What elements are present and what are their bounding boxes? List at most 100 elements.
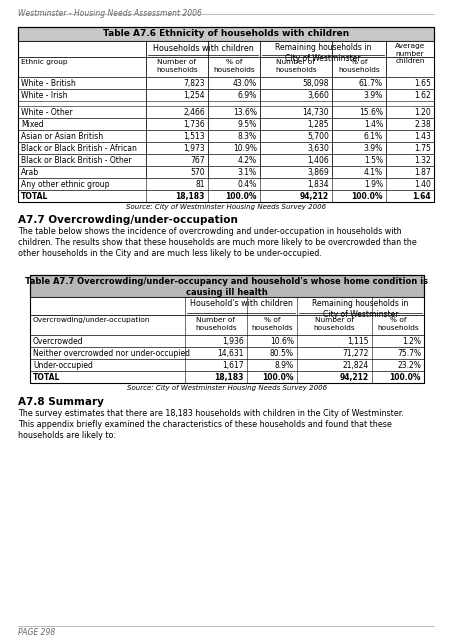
Text: 1,617: 1,617 (222, 361, 244, 370)
Text: Mixed: Mixed (21, 120, 44, 129)
Text: % of
households: % of households (213, 59, 254, 72)
Text: 1.32: 1.32 (413, 156, 430, 165)
Text: 1,736: 1,736 (183, 120, 205, 129)
Text: 61.7%: 61.7% (358, 79, 382, 88)
Text: 1.87: 1.87 (413, 168, 430, 177)
Text: Asian or Asian British: Asian or Asian British (21, 132, 103, 141)
Text: 1,936: 1,936 (222, 337, 244, 346)
Text: 80.5%: 80.5% (269, 349, 293, 358)
Text: 71,272: 71,272 (342, 349, 368, 358)
Text: PAGE 298: PAGE 298 (18, 628, 55, 637)
Text: Neither overcrowded nor under-occupied: Neither overcrowded nor under-occupied (33, 349, 189, 358)
Text: 5,700: 5,700 (306, 132, 328, 141)
Text: Under-occupied: Under-occupied (33, 361, 92, 370)
Text: 1.20: 1.20 (413, 108, 430, 117)
Text: 8.9%: 8.9% (274, 361, 293, 370)
Text: 570: 570 (190, 168, 205, 177)
Text: Ethnic group: Ethnic group (21, 59, 67, 65)
Text: 4.1%: 4.1% (363, 168, 382, 177)
Text: 1,834: 1,834 (307, 180, 328, 189)
Bar (30, 297, 423, 315)
Bar (18, 166, 433, 178)
Text: 1.64: 1.64 (411, 192, 430, 201)
Text: 3,630: 3,630 (306, 144, 328, 153)
Text: A7.8 Summary: A7.8 Summary (18, 397, 104, 407)
Bar (18, 130, 433, 142)
Text: White - Irish: White - Irish (21, 91, 67, 100)
Text: 7,823: 7,823 (183, 79, 205, 88)
Text: White - British: White - British (21, 79, 76, 88)
Text: 1.75: 1.75 (413, 144, 430, 153)
Text: 1.40: 1.40 (413, 180, 430, 189)
Bar (18, 89, 433, 101)
Text: Table A7.7 Overcrowding/under-occupancy and household's whose home condition is
: Table A7.7 Overcrowding/under-occupancy … (25, 277, 428, 297)
Text: 1.4%: 1.4% (363, 120, 382, 129)
Text: 10.6%: 10.6% (269, 337, 293, 346)
Text: Westminster - Housing Needs Assessment 2006: Westminster - Housing Needs Assessment 2… (18, 9, 202, 18)
Text: The table below shows the incidence of overcrowding and under-occupation in hous: The table below shows the incidence of o… (18, 227, 416, 258)
Bar (30, 275, 423, 297)
Bar (18, 106, 433, 118)
Text: 9.5%: 9.5% (237, 120, 257, 129)
Text: 767: 767 (190, 156, 205, 165)
Text: % of
households: % of households (251, 317, 292, 330)
Text: 23.2%: 23.2% (396, 361, 420, 370)
Text: Any other ethnic group: Any other ethnic group (21, 180, 109, 189)
Text: Overcrowded: Overcrowded (33, 337, 83, 346)
Text: 1.5%: 1.5% (363, 156, 382, 165)
Text: Households with children: Households with children (152, 44, 253, 53)
Text: 15.6%: 15.6% (358, 108, 382, 117)
Bar (30, 335, 423, 347)
Text: 3.9%: 3.9% (363, 144, 382, 153)
Text: Number of
households: Number of households (195, 317, 236, 330)
Text: 2.38: 2.38 (413, 120, 430, 129)
Text: Average
number
children: Average number children (394, 43, 424, 64)
Bar (30, 371, 423, 383)
Text: TOTAL: TOTAL (33, 373, 60, 382)
Text: 1,973: 1,973 (183, 144, 205, 153)
Bar (18, 190, 433, 202)
Text: A7.7 Overcrowding/under-occupation: A7.7 Overcrowding/under-occupation (18, 215, 237, 225)
Text: 21,824: 21,824 (342, 361, 368, 370)
Text: Number of
households: Number of households (313, 317, 354, 330)
Bar (18, 27, 433, 41)
Bar (18, 178, 433, 190)
Text: 6.1%: 6.1% (363, 132, 382, 141)
Text: 75.7%: 75.7% (396, 349, 420, 358)
Text: 1,513: 1,513 (183, 132, 205, 141)
Text: 3.9%: 3.9% (363, 91, 382, 100)
Text: Table A7.6 Ethnicity of households with children: Table A7.6 Ethnicity of households with … (103, 29, 348, 38)
Text: 8.3%: 8.3% (237, 132, 257, 141)
Bar (18, 27, 433, 202)
Text: Number of
households: Number of households (275, 59, 316, 72)
Text: Source: City of Westminster Housing Needs Survey 2006: Source: City of Westminster Housing Need… (126, 204, 325, 210)
Text: 94,212: 94,212 (299, 192, 328, 201)
Text: 4.2%: 4.2% (237, 156, 257, 165)
Text: 2,466: 2,466 (183, 108, 205, 117)
Bar (30, 359, 423, 371)
Bar (18, 77, 433, 89)
Text: 3.1%: 3.1% (237, 168, 257, 177)
Bar (30, 275, 423, 383)
Text: Black or Black British - Other: Black or Black British - Other (21, 156, 131, 165)
Text: 1,406: 1,406 (307, 156, 328, 165)
Text: 18,183: 18,183 (214, 373, 244, 382)
Text: Black or Black British - African: Black or Black British - African (21, 144, 137, 153)
Text: % of
households: % of households (337, 59, 379, 72)
Text: 1,115: 1,115 (347, 337, 368, 346)
Text: Remaining households in
City of Westminster: Remaining households in City of Westmins… (274, 43, 370, 63)
Text: 43.0%: 43.0% (232, 79, 257, 88)
Bar (18, 154, 433, 166)
Bar (30, 315, 423, 335)
Text: 10.9%: 10.9% (232, 144, 257, 153)
Text: 0.4%: 0.4% (237, 180, 257, 189)
Bar (18, 118, 433, 130)
Text: 58,098: 58,098 (302, 79, 328, 88)
Text: 1.2%: 1.2% (401, 337, 420, 346)
Text: 100.0%: 100.0% (225, 192, 257, 201)
Text: Remaining households in
City of Westminster: Remaining households in City of Westmins… (312, 299, 408, 319)
Text: Household's with children: Household's with children (189, 299, 292, 308)
Text: 94,212: 94,212 (339, 373, 368, 382)
Text: Number of
households: Number of households (156, 59, 198, 72)
Text: % of
households: % of households (376, 317, 418, 330)
